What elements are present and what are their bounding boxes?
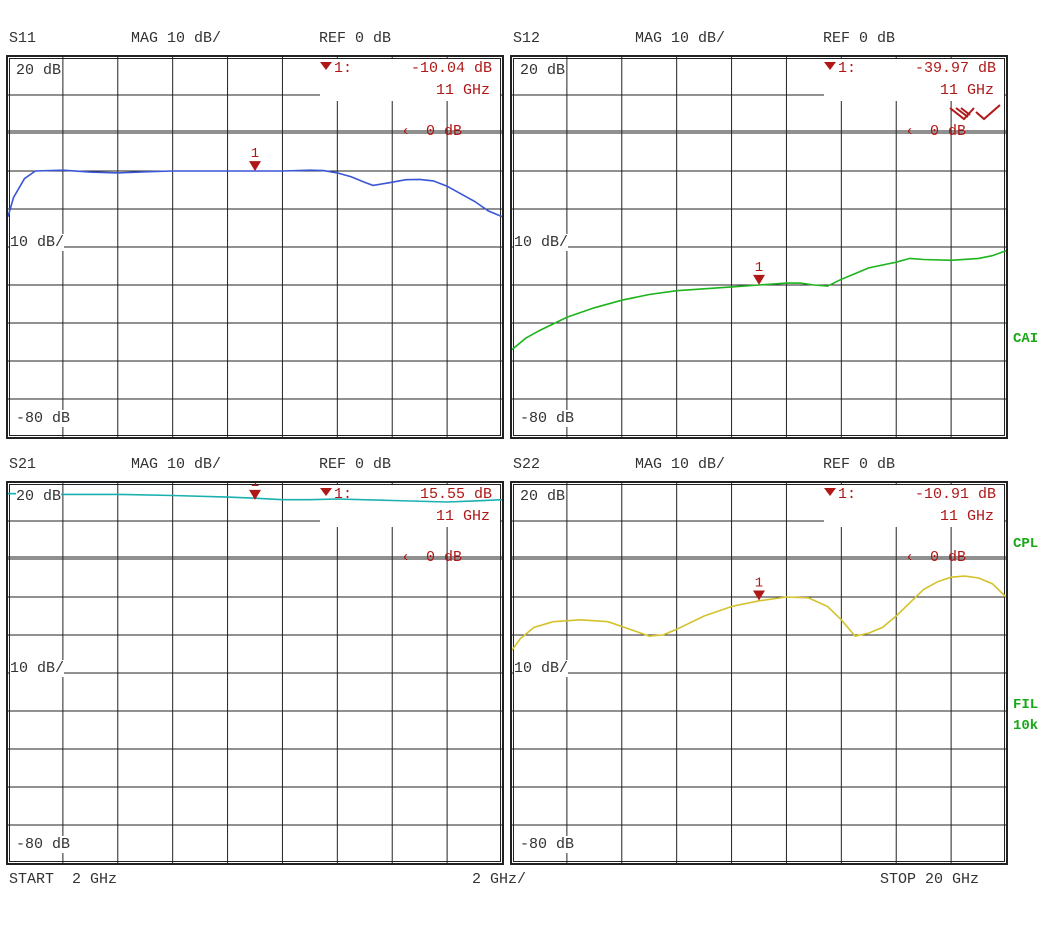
division-label: 10 dB/	[514, 660, 569, 677]
marker-id: 1:	[838, 60, 857, 77]
coupling-status: CPL	[1013, 536, 1039, 552]
frequency-span-per-div: 2 GHz/	[472, 871, 527, 888]
bottom-scale-label: -80 dB	[520, 836, 575, 853]
plot-s21: 1	[6, 481, 504, 865]
marker-id: 1:	[334, 486, 353, 503]
sweep-status-icon	[949, 104, 1001, 121]
marker-1-icon[interactable]	[249, 161, 261, 172]
scale-label: MAG 10 dB/	[131, 456, 222, 473]
division-label: 10 dB/	[514, 234, 569, 251]
trace-s12	[512, 250, 1006, 351]
division-label: 10 dB/	[10, 660, 65, 677]
marker-1-icon[interactable]	[753, 590, 765, 601]
marker-info-box	[320, 485, 500, 527]
marker-value: 15.55 dB	[419, 486, 492, 503]
marker-number: 1	[755, 575, 763, 591]
reference-position-icon: ‹	[905, 549, 915, 566]
chart-svg: 1	[512, 483, 1006, 863]
stop-frequency: STOP 20 GHz	[880, 871, 980, 888]
marker-frequency: 11 GHz	[435, 508, 490, 525]
reference-position-label: 0 dB	[426, 123, 463, 140]
sparam-label: S12	[513, 30, 541, 47]
reference-position-icon: ‹	[401, 123, 411, 140]
sparam-label: S11	[9, 30, 37, 47]
trace-s21	[8, 492, 502, 503]
chart-svg: 1	[512, 57, 1006, 437]
trace-s22	[512, 575, 1006, 651]
active-marker-icon	[824, 62, 836, 70]
cal-status: CAI	[1013, 331, 1039, 347]
reference-position-icon: ‹	[905, 123, 915, 140]
marker-value: -39.97 dB	[914, 60, 996, 77]
marker-frequency: 11 GHz	[939, 508, 994, 525]
marker-number: 1	[251, 146, 259, 162]
reference-label: REF 0 dB	[319, 456, 392, 473]
reference-label: REF 0 dB	[319, 30, 392, 47]
reference-label: REF 0 dB	[823, 456, 896, 473]
marker-number: 1	[755, 260, 763, 276]
marker-info-box	[824, 485, 1004, 527]
bottom-scale-label: -80 dB	[520, 410, 575, 427]
filter-bandwidth: 10k	[1013, 718, 1039, 734]
reference-position-label: 0 dB	[930, 123, 967, 140]
plot-s11: 1	[6, 55, 504, 439]
plot-s22: 1	[510, 481, 1008, 865]
plot-s12: 1	[510, 55, 1008, 439]
reference-position-icon: ‹	[401, 549, 411, 566]
chart-svg: 1	[8, 483, 502, 863]
scale-label: MAG 10 dB/	[635, 30, 726, 47]
reference-label: REF 0 dB	[823, 30, 896, 47]
scale-label: MAG 10 dB/	[635, 456, 726, 473]
sparam-label: S22	[513, 456, 541, 473]
active-marker-icon	[320, 62, 332, 70]
marker-info-box	[824, 59, 1004, 101]
reference-position-label: 0 dB	[930, 549, 967, 566]
marker-value: -10.91 dB	[914, 486, 996, 503]
trace-s11	[8, 169, 502, 218]
top-scale-label: 20 dB	[520, 488, 566, 505]
top-scale-label: 20 dB	[16, 488, 62, 505]
marker-1-icon[interactable]	[249, 489, 261, 500]
chart-svg: 1	[8, 57, 502, 437]
sparam-label: S21	[9, 456, 37, 473]
bottom-scale-label: -80 dB	[16, 836, 71, 853]
marker-frequency: 11 GHz	[939, 82, 994, 99]
marker-frequency: 11 GHz	[435, 82, 490, 99]
marker-info-box	[320, 59, 500, 101]
marker-value: -10.04 dB	[410, 60, 492, 77]
marker-id: 1:	[838, 486, 857, 503]
active-marker-icon	[320, 488, 332, 496]
bottom-scale-label: -80 dB	[16, 410, 71, 427]
marker-1-icon[interactable]	[753, 274, 765, 285]
active-marker-icon	[824, 488, 836, 496]
top-scale-label: 20 dB	[16, 62, 62, 79]
division-label: 10 dB/	[10, 234, 65, 251]
reference-position-label: 0 dB	[426, 549, 463, 566]
scale-label: MAG 10 dB/	[131, 30, 222, 47]
marker-id: 1:	[334, 60, 353, 77]
top-scale-label: 20 dB	[520, 62, 566, 79]
marker-number: 1	[251, 483, 259, 491]
filter-status: FIL	[1013, 697, 1039, 713]
start-frequency: START 2 GHz	[9, 871, 118, 888]
